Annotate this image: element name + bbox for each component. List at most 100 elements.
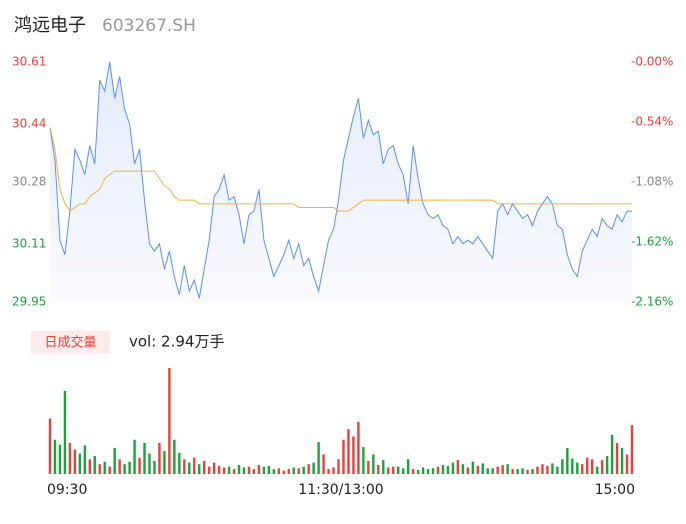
volume-bar	[367, 460, 370, 474]
y-tick-label: 30.28	[12, 175, 46, 189]
y2-tick-label: -0.00%	[631, 55, 673, 69]
volume-bar	[53, 439, 57, 474]
volume-bar	[322, 454, 325, 474]
volume-bar	[591, 459, 594, 474]
volume-bar	[476, 465, 479, 474]
volume-bar	[521, 468, 524, 474]
volume-bar	[352, 436, 355, 474]
volume-bar	[436, 466, 440, 474]
volume-bar	[217, 465, 221, 474]
volume-bar	[108, 466, 111, 474]
volume-bar	[277, 468, 281, 474]
y-tick-label: 29.95	[12, 295, 46, 309]
volume-bar	[511, 469, 514, 474]
volume-bar	[118, 459, 121, 474]
volume-bar	[68, 443, 72, 474]
volume-bar	[207, 466, 211, 474]
volume-bar	[466, 467, 470, 474]
volume-bar	[103, 461, 106, 474]
volume-bar	[48, 418, 52, 474]
y2-tick-label: -0.54%	[631, 115, 673, 129]
badge-bg	[31, 331, 110, 354]
volume-bar	[387, 467, 390, 474]
volume-bar	[143, 443, 146, 474]
volume-bar	[63, 390, 67, 474]
time-label: 15:00	[595, 482, 635, 498]
volume-bar	[203, 460, 206, 474]
volume-bar	[600, 460, 604, 474]
volume-bar	[247, 466, 251, 474]
volume-bar	[173, 439, 176, 474]
volume-bar	[237, 465, 241, 474]
volume-bar	[506, 464, 509, 474]
volume-bar	[158, 443, 161, 474]
volume-bar	[516, 469, 519, 474]
volume-bar	[372, 454, 375, 474]
volume-bar	[148, 453, 151, 474]
volume-bar	[496, 466, 499, 474]
volume-bar	[302, 466, 305, 474]
volume-bar	[93, 456, 96, 474]
volume-bar	[58, 444, 62, 474]
volume-bar	[441, 465, 445, 474]
volume-bar	[426, 469, 430, 474]
volume-bar	[456, 460, 460, 474]
volume-bar	[232, 469, 236, 474]
volume-bar	[541, 464, 544, 474]
volume-bar	[227, 466, 231, 474]
volume-bar	[610, 434, 614, 474]
y2-tick-label: -1.62%	[631, 235, 673, 249]
volume-bar	[382, 460, 385, 474]
volume-bar	[262, 466, 266, 474]
y-tick-label: 30.61	[12, 55, 46, 69]
volume-bar	[257, 465, 261, 474]
volume-bar	[357, 421, 360, 474]
volume-badge: 日成交量	[44, 335, 96, 351]
volume-bar	[586, 457, 589, 474]
volume-bar	[531, 469, 534, 474]
volume-bar	[282, 470, 285, 474]
volume-bar	[222, 467, 226, 474]
volume-bar	[138, 457, 141, 474]
volume-bar	[292, 467, 295, 474]
volume-bar	[461, 464, 465, 474]
volume-bar	[252, 469, 256, 474]
volume-bar	[342, 439, 345, 474]
volume-bar	[332, 467, 335, 474]
volume-bar	[312, 462, 315, 474]
volume-bar	[83, 445, 87, 474]
volume-bar	[620, 447, 624, 474]
volume-bar	[546, 465, 549, 474]
stock-code: 603267.SH	[102, 16, 196, 36]
y2-tick-label: -1.08%	[631, 175, 673, 189]
volume-bar	[287, 469, 290, 474]
volume-bar	[397, 466, 400, 474]
volume-bar	[411, 469, 415, 474]
volume-bar	[188, 462, 191, 474]
volume-bar	[481, 463, 484, 474]
price-line	[49, 61, 632, 299]
volume-bar	[406, 459, 410, 474]
volume-bar	[198, 464, 201, 474]
volume-bar	[566, 447, 569, 474]
y-tick-label: 30.11	[12, 236, 46, 250]
stock-name: 鸿远电子	[14, 15, 86, 36]
volume-bar	[630, 425, 634, 474]
volume-bar	[576, 462, 579, 474]
volume-bar	[168, 368, 171, 474]
volume-bar	[153, 460, 156, 474]
time-label: 11:30/13:00	[298, 482, 383, 498]
volume-bar	[526, 469, 529, 474]
volume-bar	[347, 429, 350, 474]
volume-bar	[267, 465, 271, 474]
volume-bar	[178, 452, 181, 474]
volume-bar	[581, 464, 584, 474]
volume-bar	[297, 468, 300, 474]
volume-bar	[133, 439, 136, 474]
volume-bar	[416, 469, 420, 474]
volume-bar	[183, 459, 186, 474]
volume-bar	[113, 447, 116, 474]
average-line	[49, 127, 632, 212]
volume-bar	[337, 459, 340, 474]
